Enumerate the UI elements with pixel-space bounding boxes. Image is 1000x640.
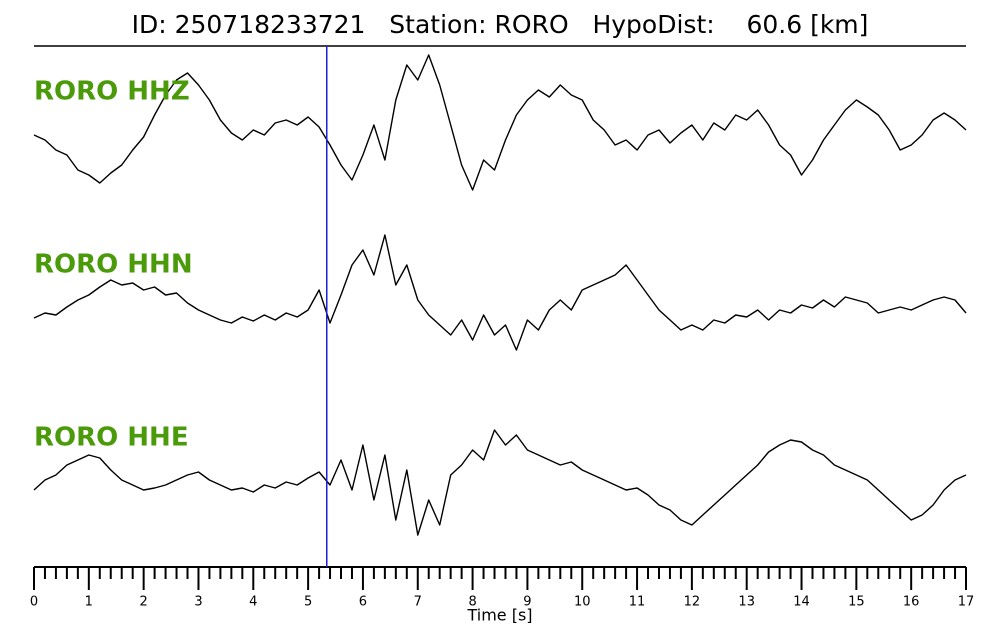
x-tick-label: 13 xyxy=(738,595,755,610)
x-tick-label: 5 xyxy=(304,595,312,610)
x-tick-label: 9 xyxy=(523,595,531,610)
x-tick-label: 3 xyxy=(194,595,202,610)
x-tick-label: 17 xyxy=(958,595,975,610)
x-tick-label: 2 xyxy=(140,595,148,610)
trace-label: RORO HHE xyxy=(34,423,189,453)
x-tick-label: 15 xyxy=(848,595,865,610)
x-tick-label: 6 xyxy=(359,595,367,610)
x-tick-label: 7 xyxy=(414,595,422,610)
x-tick-label: 11 xyxy=(629,595,646,610)
x-tick-label: 1 xyxy=(85,595,93,610)
x-axis-label: Time [s] xyxy=(466,606,532,625)
waveform xyxy=(33,429,967,536)
x-tick-label: 14 xyxy=(793,595,810,610)
x-tick-label: 16 xyxy=(903,595,920,610)
x-tick-label: 4 xyxy=(249,595,257,610)
chart-title: ID: 250718233721 Station: RORO HypoDist:… xyxy=(132,10,869,39)
x-tick-label: 0 xyxy=(30,595,38,610)
waveform xyxy=(33,234,967,351)
waveform xyxy=(33,54,967,191)
trace-label: RORO HHN xyxy=(34,250,193,280)
trace-label: RORO HHZ xyxy=(34,77,190,107)
x-tick-label: 12 xyxy=(684,595,701,610)
x-tick-label: 10 xyxy=(574,595,591,610)
x-tick-label: 8 xyxy=(468,595,476,610)
